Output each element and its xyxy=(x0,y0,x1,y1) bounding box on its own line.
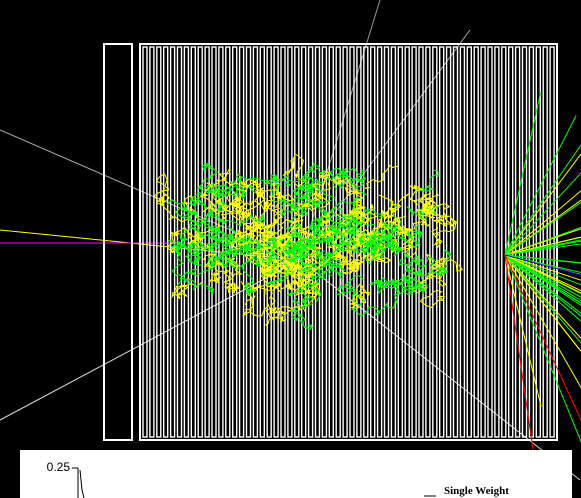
event-display: 0.25 Single Weight xyxy=(0,0,581,498)
legend-label: Single Weight xyxy=(444,485,509,497)
y-tick-label: 0.25 xyxy=(47,460,71,474)
layer xyxy=(184,47,188,437)
layer xyxy=(164,47,168,437)
layer xyxy=(467,47,471,437)
layer xyxy=(474,47,478,437)
layer xyxy=(495,47,499,437)
layer xyxy=(481,47,485,437)
screenshot: 0.25 Single Weight xyxy=(0,0,581,498)
layer xyxy=(419,47,423,437)
layer xyxy=(143,47,147,437)
layer xyxy=(502,47,506,437)
layer xyxy=(454,47,458,437)
layer xyxy=(205,47,209,437)
layer xyxy=(150,47,154,437)
layer xyxy=(336,47,340,437)
layer xyxy=(460,47,464,437)
layer xyxy=(447,47,451,437)
layer xyxy=(426,47,430,437)
layer xyxy=(529,47,533,437)
layer xyxy=(488,47,492,437)
layer xyxy=(157,47,161,437)
layer xyxy=(550,47,554,437)
